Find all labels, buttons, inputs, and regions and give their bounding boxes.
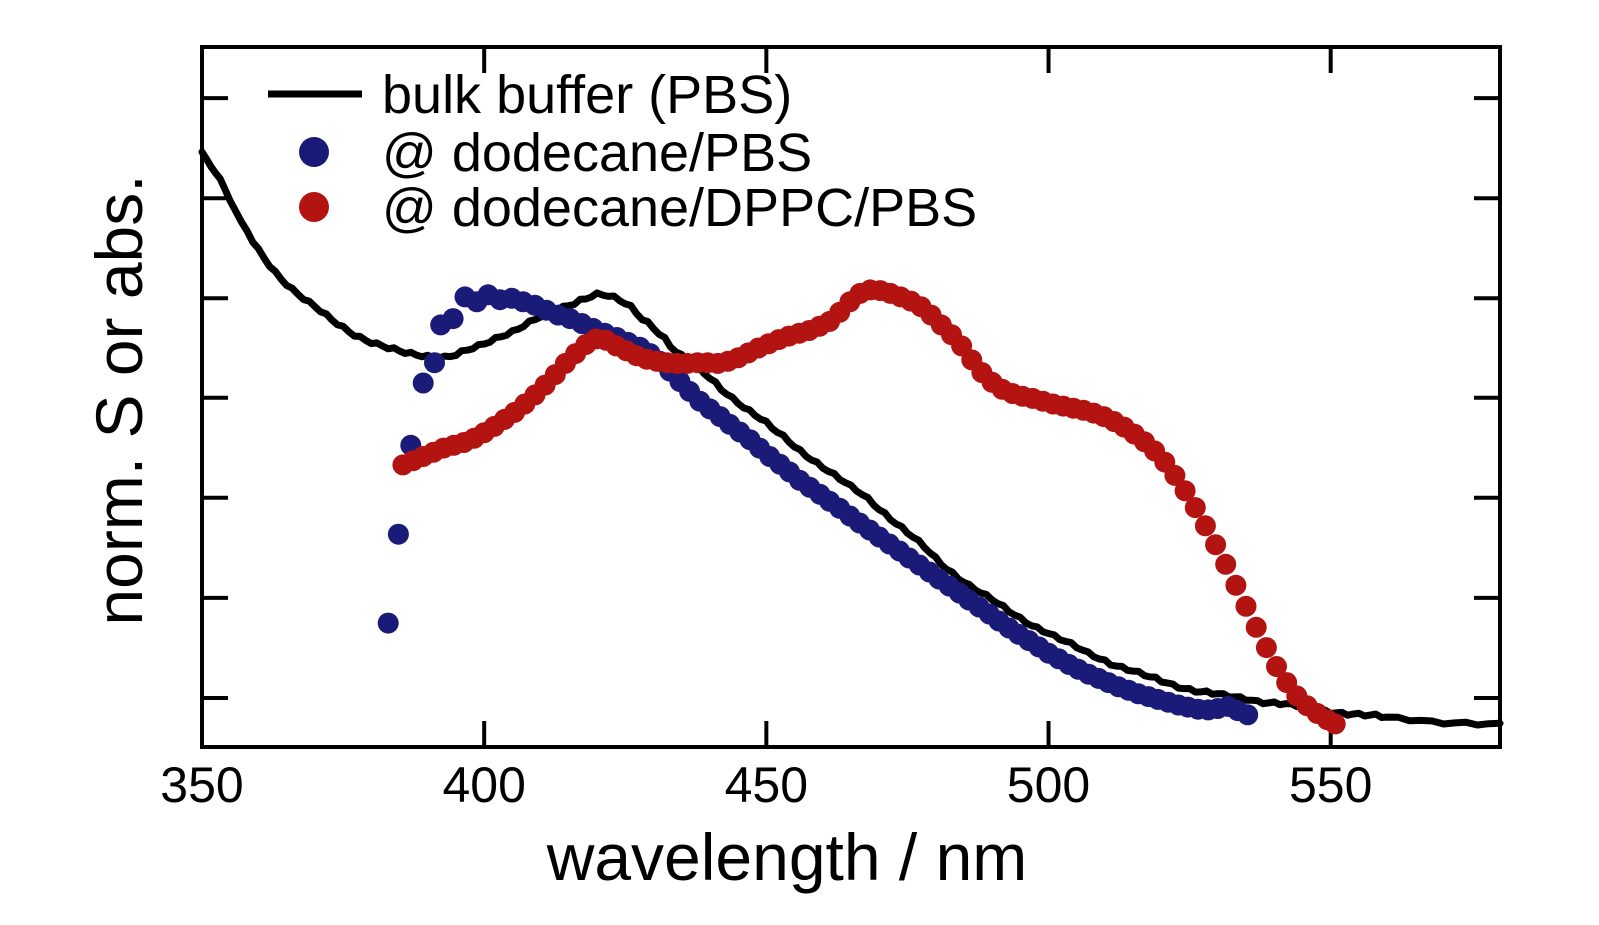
- data-point: [1164, 464, 1186, 486]
- series-dodecane-dppc-pbs-dots: [392, 279, 1346, 735]
- x-tick-label: 500: [1007, 757, 1090, 813]
- data-point: [424, 352, 445, 374]
- legend-swatch-dot-dodecane-dppc-pbs: [299, 192, 329, 222]
- legend: bulk buffer (PBS) @ dodecane/PBS @ dodec…: [268, 65, 977, 238]
- data-point: [442, 308, 464, 330]
- legend-label-dodecane-dppc-pbs: @ dodecane/DPPC/PBS: [382, 178, 977, 238]
- data-point: [387, 523, 409, 545]
- data-point: [1324, 713, 1346, 735]
- y-axis-label: norm. S or abs.: [82, 174, 156, 625]
- series-layer: [198, 148, 1504, 735]
- legend-label-dodecane-pbs: @ dodecane/PBS: [382, 123, 812, 183]
- series-bulk-buffer-pbs-line: [198, 148, 1504, 729]
- plot-area: [200, 45, 1502, 749]
- data-point: [1255, 637, 1277, 659]
- series-dodecane-pbs-dots: [377, 284, 1259, 726]
- x-tick-label: 350: [160, 757, 243, 813]
- x-tick-label: 450: [725, 757, 808, 813]
- data-point: [412, 372, 434, 394]
- data-point: [1237, 704, 1259, 726]
- data-point: [1266, 656, 1287, 677]
- data-point: [1205, 534, 1227, 556]
- x-axis-label: wavelength / nm: [546, 820, 1028, 894]
- data-point: [377, 612, 399, 634]
- axes-layer: 350 400 450 500 550: [160, 45, 1502, 813]
- data-point: [1245, 616, 1267, 638]
- data-point: [1174, 480, 1196, 502]
- data-point: [1184, 497, 1206, 519]
- legend-swatch-dot-dodecane-pbs: [299, 137, 329, 167]
- data-point: [1215, 553, 1237, 575]
- data-point: [1235, 595, 1257, 617]
- data-point: [1194, 515, 1216, 537]
- legend-label-bulk-buffer: bulk buffer (PBS): [382, 65, 792, 125]
- x-tick-label: 400: [442, 757, 525, 813]
- x-tick-label: 550: [1289, 757, 1372, 813]
- data-point: [1225, 574, 1247, 596]
